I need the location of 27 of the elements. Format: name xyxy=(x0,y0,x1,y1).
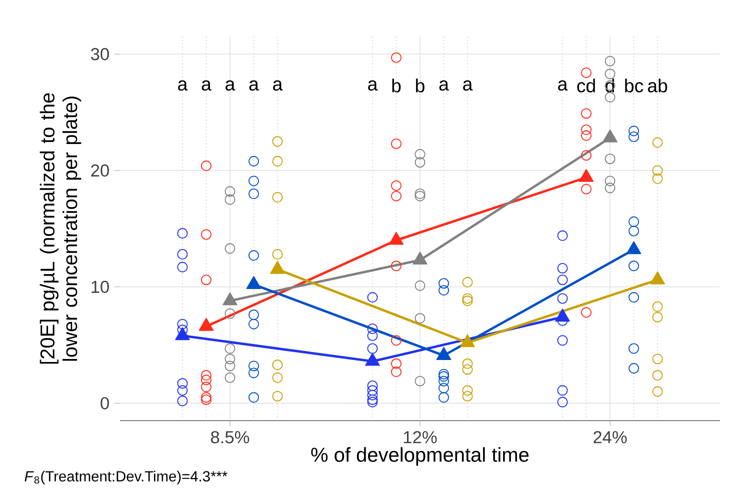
x-axis-title: % of developmental time xyxy=(311,447,529,466)
point xyxy=(177,396,188,406)
annotation: a xyxy=(463,80,473,91)
point xyxy=(557,396,568,408)
annotation: a xyxy=(202,80,212,91)
point xyxy=(367,394,378,405)
x-tick-label: 8.5% xyxy=(210,431,250,444)
annotation: a xyxy=(273,80,283,91)
annotation: a xyxy=(226,80,236,91)
text: F$_{8}$(Treatment:Dev.Time)=4.3*** xyxy=(24,470,228,484)
annotation: b xyxy=(392,78,401,92)
annotation: a xyxy=(368,80,378,91)
x-tick-label: 24% xyxy=(594,431,627,444)
y-tick-label: 10 xyxy=(92,280,109,293)
annotation: ab xyxy=(648,78,668,92)
y-tick-label: 30 xyxy=(90,48,109,60)
x-tick-label: 12% xyxy=(404,431,437,444)
annotation: bc xyxy=(625,78,644,92)
annotation: a xyxy=(178,80,188,91)
annotation: a xyxy=(249,80,259,91)
y-tick-label: 0 xyxy=(100,397,109,410)
annotation: cd xyxy=(577,78,595,92)
annotation: b xyxy=(416,78,424,92)
annotation: a xyxy=(558,80,568,91)
annotation: a xyxy=(439,80,449,91)
y-tick-label: 20 xyxy=(91,164,109,177)
y-axis-title: [20E] pg/µL (normalized to the lower concentration per plate) xyxy=(40,93,82,364)
